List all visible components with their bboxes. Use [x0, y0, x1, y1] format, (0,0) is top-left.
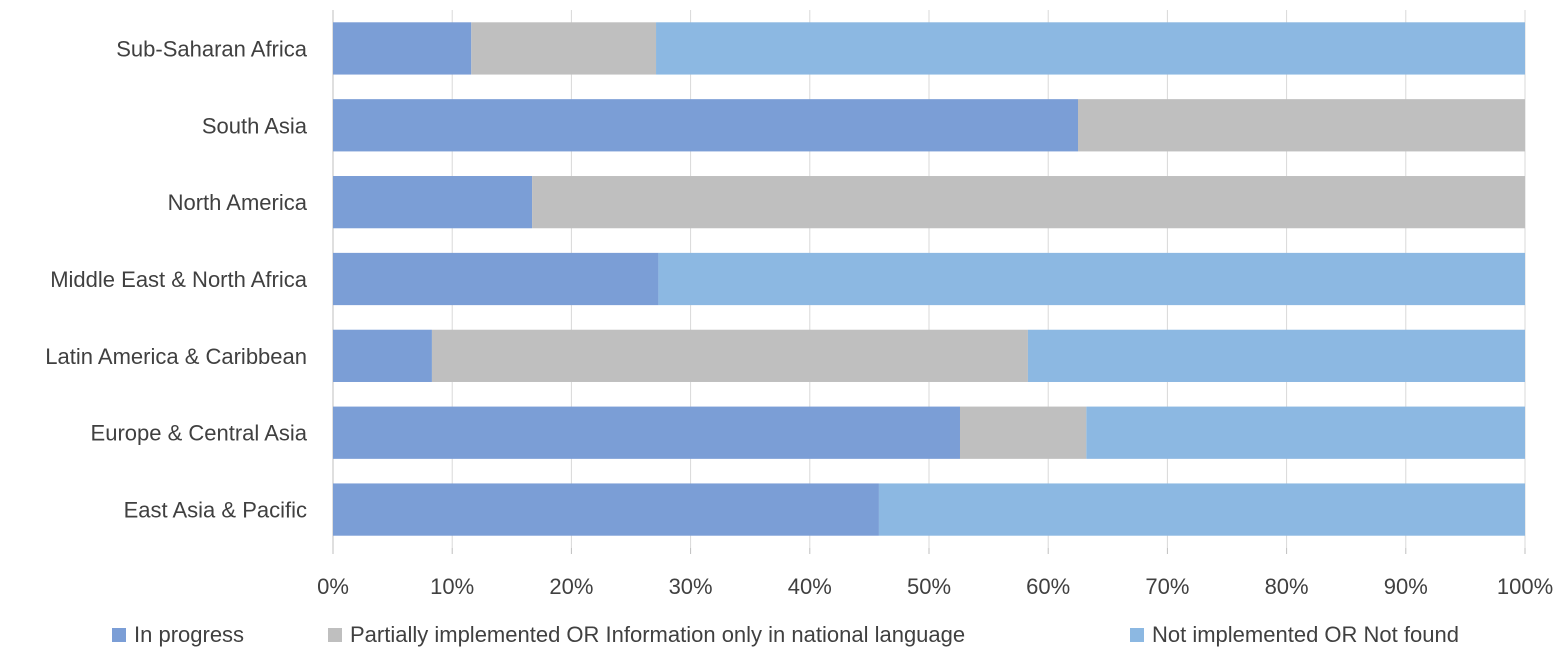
bar-segment: [878, 483, 1525, 536]
bar-segment: [431, 329, 1028, 382]
bar-segment: [658, 252, 1525, 306]
bar-segment: [333, 329, 432, 382]
bar-segment: [656, 22, 1525, 75]
bar-segment: [1086, 406, 1525, 459]
legend-item: Not implemented OR Not found: [1130, 620, 1459, 650]
category-label: East Asia & Pacific: [124, 498, 307, 523]
x-tick-label: 10%: [430, 574, 474, 599]
legend-label: Partially implemented OR Information onl…: [350, 622, 966, 647]
bar-segment: [471, 22, 657, 75]
bar-segment: [333, 99, 1078, 152]
bar-segment: [333, 22, 472, 75]
category-label: South Asia: [202, 113, 308, 138]
category-label: Europe & Central Asia: [91, 421, 308, 446]
x-tick-label: 70%: [1145, 574, 1189, 599]
bar-segment: [959, 406, 1087, 459]
bar-segment: [1027, 329, 1525, 382]
legend-swatch: [1130, 628, 1144, 642]
category-labels: Sub-Saharan Africa South Asia North Americ…: [45, 36, 307, 522]
category-label: Middle East & North Africa: [50, 267, 308, 292]
bar-segment: [333, 483, 879, 536]
legend-swatch: [328, 628, 342, 642]
legend-swatch: [112, 628, 126, 642]
x-tick-label: 20%: [549, 574, 593, 599]
category-label: Sub-Saharan Africa: [116, 36, 308, 61]
category-label: North America: [168, 190, 308, 215]
legend-item: Partially implemented OR Information onl…: [328, 620, 965, 650]
legend: In progress Partially implemented OR Info…: [0, 620, 1561, 650]
x-tick-label: 30%: [669, 574, 713, 599]
x-tick-label: 80%: [1265, 574, 1309, 599]
bar-segment: [333, 406, 960, 459]
bars: [333, 22, 1525, 536]
x-tick-label: 0%: [317, 574, 349, 599]
bar-segment: [333, 252, 659, 306]
bar-segment: [333, 176, 533, 229]
legend-item: In progress: [112, 620, 244, 650]
x-tick-label: 60%: [1026, 574, 1070, 599]
category-label: Latin America & Caribbean: [45, 344, 307, 369]
legend-label: Not implemented OR Not found: [1152, 622, 1459, 647]
bar-segment: [532, 176, 1525, 229]
legend-label: In progress: [134, 622, 245, 647]
x-tick-label: 100%: [1497, 574, 1553, 599]
bar-segment: [1078, 99, 1525, 152]
x-tick-label: 50%: [907, 574, 951, 599]
x-tick-label: 90%: [1384, 574, 1428, 599]
x-axis: 0% 10% 20% 30% 40% 50% 60% 70% 80% 90% 100%: [317, 548, 1553, 599]
x-tick-label: 40%: [788, 574, 832, 599]
